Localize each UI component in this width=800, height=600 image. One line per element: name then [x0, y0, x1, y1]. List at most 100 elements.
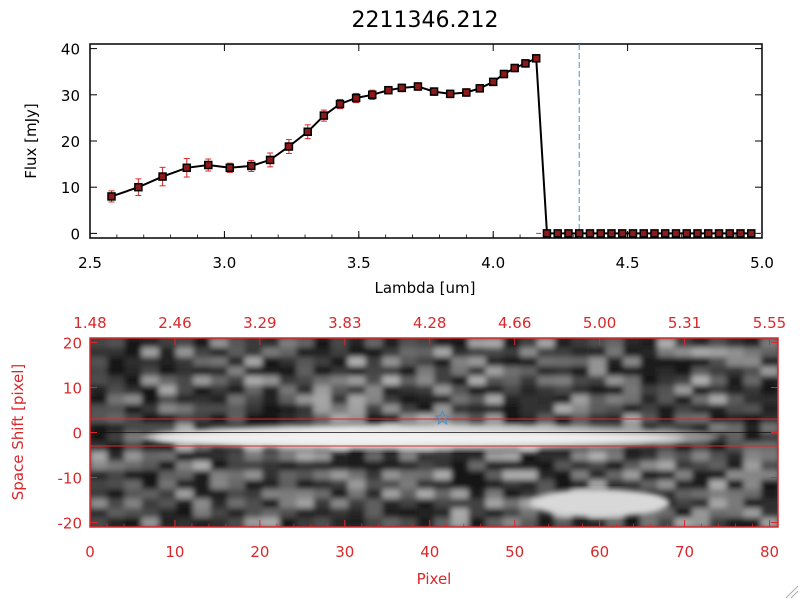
- noise-cell: [588, 517, 607, 527]
- noise-cell: [176, 385, 195, 396]
- noise-cell: [554, 451, 573, 462]
- noise-cell: [571, 338, 590, 349]
- noise-cell: [760, 385, 778, 396]
- noise-cell: [158, 517, 177, 527]
- noise-cell: [434, 470, 453, 481]
- noise-cell: [485, 338, 504, 349]
- noise-cell: [348, 470, 367, 481]
- noise-cell: [227, 394, 246, 406]
- noise-cell: [657, 423, 676, 434]
- noise-cell: [571, 460, 590, 472]
- noise-cell: [348, 508, 367, 519]
- noise-cell: [726, 451, 745, 462]
- data-point: [746, 229, 756, 238]
- noise-cell: [571, 479, 590, 491]
- noise-cell: [158, 489, 177, 500]
- noise-cell: [124, 451, 143, 462]
- noise-cell: [279, 366, 298, 377]
- noise-cell: [606, 479, 625, 491]
- noise-cell: [348, 375, 367, 387]
- noise-cell: [210, 375, 229, 387]
- noise-cell: [416, 404, 435, 415]
- noise-cell: [210, 470, 229, 481]
- noise-cell: [124, 356, 143, 368]
- noise-cell: [382, 479, 401, 491]
- noise-cell: [227, 404, 246, 415]
- data-point: [462, 88, 471, 97]
- data-point: [429, 87, 439, 96]
- spectrum-y-tick-labels: 0 10 20 30 40: [61, 41, 80, 244]
- data-point: [553, 229, 562, 238]
- noise-cell: [90, 432, 109, 443]
- data-point: [319, 111, 329, 120]
- resize-grip-icon[interactable]: [785, 585, 799, 599]
- noise-cell: [709, 470, 728, 481]
- noise-cell: [399, 394, 418, 406]
- noise-cell: [141, 338, 160, 349]
- noise-cell: [640, 394, 659, 406]
- x-tick-label: 30: [335, 543, 354, 561]
- noise-cell: [623, 479, 642, 491]
- wavelength-tick-label: 3.29: [243, 314, 276, 332]
- noise-cell: [709, 479, 728, 491]
- noise-cell: [176, 470, 195, 481]
- noise-cell: [107, 441, 126, 453]
- noise-cell: [244, 404, 263, 415]
- noise-cell: [743, 498, 762, 510]
- noise-cell: [193, 385, 212, 396]
- noise-cell: [330, 460, 349, 472]
- noise-cell: [485, 356, 504, 368]
- noise-cell: [760, 441, 778, 453]
- noise-cell: [554, 385, 573, 396]
- spectrum-y-axis-label: Flux [mJy]: [22, 103, 40, 179]
- noise-cell: [124, 460, 143, 472]
- noise-cell: [674, 498, 693, 510]
- noise-cell: [709, 356, 728, 368]
- noise-cell: [158, 338, 177, 349]
- noise-cell: [451, 479, 470, 491]
- noise-cell: [90, 460, 109, 472]
- noise-cell: [158, 366, 177, 377]
- noise-cell: [279, 498, 298, 510]
- x-tick-label: 80: [760, 543, 779, 561]
- noise-cell: [279, 517, 298, 527]
- noise-cell: [434, 489, 453, 500]
- noise-cell: [262, 366, 281, 377]
- noise-cell: [296, 517, 315, 527]
- noise-cell: [657, 479, 676, 491]
- noise-cell: [227, 356, 246, 368]
- noise-cell: [468, 385, 487, 396]
- noise-cell: [330, 385, 349, 396]
- noise-cell: [606, 451, 625, 462]
- data-point: [413, 82, 423, 91]
- noise-cell: [262, 517, 281, 527]
- wavelength-tick-label: 5.55: [753, 314, 786, 332]
- noise-cell: [365, 498, 384, 510]
- noise-cell: [279, 479, 298, 491]
- noise-cell: [623, 517, 642, 527]
- data-point: [335, 99, 345, 109]
- noise-cell: [657, 470, 676, 481]
- noise-cell: [674, 489, 693, 500]
- x-tick-label: 3.0: [212, 254, 236, 272]
- noise-cell: [244, 470, 263, 481]
- noise-cell: [107, 375, 126, 387]
- noise-cell: [520, 404, 539, 415]
- noise-cell: [107, 498, 126, 510]
- noise-cell: [382, 470, 401, 481]
- noise-cell: [210, 404, 229, 415]
- noise-cell: [244, 385, 263, 396]
- noise-cell: [313, 470, 332, 481]
- noise-cell: [210, 366, 229, 377]
- noise-cell: [743, 479, 762, 491]
- spectrum-x-tick-labels: 2.5 3.0 3.5 4.0 4.5 5.0: [78, 254, 774, 272]
- noise-cell: [537, 470, 556, 481]
- data-point: [107, 192, 116, 201]
- noise-cell: [451, 404, 470, 415]
- noise-cell: [434, 404, 453, 415]
- noise-cell: [313, 356, 332, 368]
- noise-cell: [227, 451, 246, 462]
- noise-cell: [227, 489, 246, 500]
- y-tick-label: 10: [63, 380, 82, 398]
- noise-cell: [588, 347, 607, 358]
